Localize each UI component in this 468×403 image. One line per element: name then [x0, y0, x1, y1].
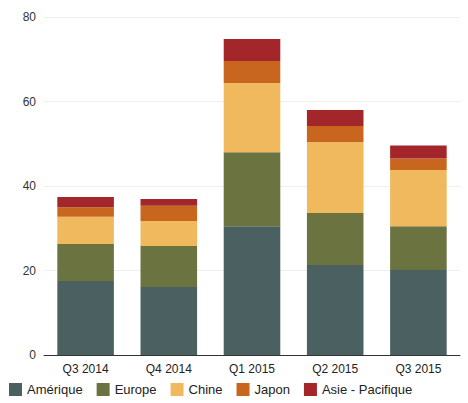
svg-text:Chine: Chine — [189, 382, 223, 397]
svg-text:Q3 2014: Q3 2014 — [63, 362, 109, 376]
svg-text:Amérique: Amérique — [27, 382, 83, 397]
svg-text:0: 0 — [29, 348, 36, 362]
svg-text:Q3 2015: Q3 2015 — [395, 362, 441, 376]
svg-text:80: 80 — [23, 10, 37, 24]
svg-text:Q2 2015: Q2 2015 — [312, 362, 358, 376]
svg-text:Japon: Japon — [255, 382, 290, 397]
svg-text:60: 60 — [23, 95, 37, 109]
svg-text:Asie - Pacifique: Asie - Pacifique — [322, 382, 412, 397]
svg-text:40: 40 — [23, 179, 37, 193]
svg-text:Europe: Europe — [115, 382, 157, 397]
svg-text:20: 20 — [23, 264, 37, 278]
svg-text:Q1 2015: Q1 2015 — [229, 362, 275, 376]
svg-text:Q4 2014: Q4 2014 — [146, 362, 192, 376]
